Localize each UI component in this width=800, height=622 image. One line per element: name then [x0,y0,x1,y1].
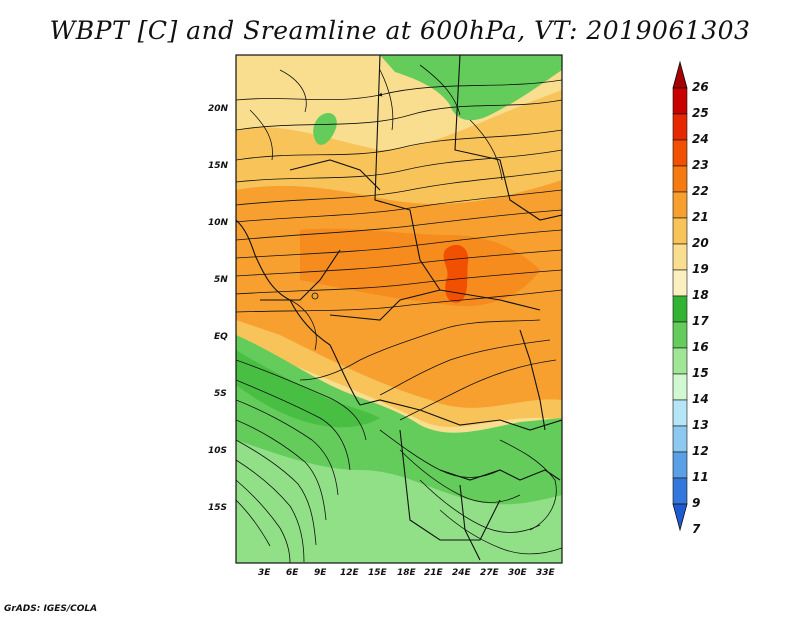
colorbar-swatch [672,191,688,219]
colorbar-label: 22 [692,184,709,198]
colorbar-swatch [672,295,688,323]
colorbar-swatch [672,477,688,505]
lat-label-5s: 5S [214,389,227,399]
country-borders [236,55,562,561]
streamlines [236,64,562,563]
lon-label-33e: 33E [536,568,555,578]
wbpt-field-17-north [380,55,562,121]
colorbar-bottom-arrow [672,503,688,532]
lat-label-eq: EQ [214,332,228,342]
colorbar-label: 16 [692,340,709,354]
colorbar-swatch [672,87,688,115]
map-title: WBPT [C] and Sreamline at 600hPa, VT: 20… [49,16,751,45]
colorbar-label: 14 [692,392,709,406]
colorbar-label: 20 [692,236,709,250]
colorbar-label: 21 [692,210,709,224]
colorbar-swatch [672,347,688,375]
lon-label-21e: 21E [424,568,443,578]
lon-label-3e: 3E [258,568,271,578]
lon-label-18e: 18E [397,568,416,578]
colorbar-label: 11 [692,470,709,484]
colorbar-label: 15 [692,366,709,380]
lon-label-9e: 9E [314,568,327,578]
colorbar-label: 17 [692,314,709,328]
colorbar-swatch [672,165,688,193]
colorbar-label: 12 [692,444,709,458]
lat-label-20n: 20N [208,104,229,114]
lon-label-15e: 15E [368,568,387,578]
colorbar-swatch [672,321,688,349]
colorbar-label: 26 [692,80,709,94]
map-panel [236,55,562,563]
lon-label-12e: 12E [340,568,359,578]
grads-credit: GrADS: IGES/COLA [4,604,98,614]
contour-22-label [311,292,319,300]
lat-label-10s: 10S [208,446,228,456]
wbpt-field-22 [300,228,540,307]
colorbar-label: 23 [692,158,709,172]
colorbar [672,60,688,532]
lat-label-10n: 10N [208,218,229,228]
colorbar-swatch [672,113,688,141]
colorbar-swatch [672,425,688,453]
map-frame [235,54,563,564]
colorbar-label: 19 [692,262,709,276]
wbpt-field-17-patch [313,113,337,145]
lon-label-30e: 30E [508,568,527,578]
colorbar-swatch [672,269,688,297]
colorbar-label: 13 [692,418,709,432]
lon-label-24e: 24E [452,568,471,578]
colorbar-label: 7 [692,522,701,536]
wbpt-field-18-south [236,350,380,428]
lon-label-27e: 27E [480,568,499,578]
colorbar-label: 9 [692,496,701,510]
colorbar-swatch [672,139,688,167]
lat-label-15s: 15S [208,503,228,513]
colorbar-top-arrow [672,60,688,89]
colorbar-swatch [672,217,688,245]
colorbar-label: 25 [692,106,709,120]
colorbar-swatch [672,373,688,401]
colorbar-swatch [672,243,688,271]
colorbar-label: 18 [692,288,709,302]
wbpt-field-16-south [236,440,562,563]
colorbar-swatch [672,451,688,479]
lat-label-15n: 15N [208,161,229,171]
colorbar-label: 24 [692,132,709,146]
colorbar-swatch [672,399,688,427]
lat-label-5n: 5N [214,275,228,285]
lon-label-6e: 6E [286,568,299,578]
